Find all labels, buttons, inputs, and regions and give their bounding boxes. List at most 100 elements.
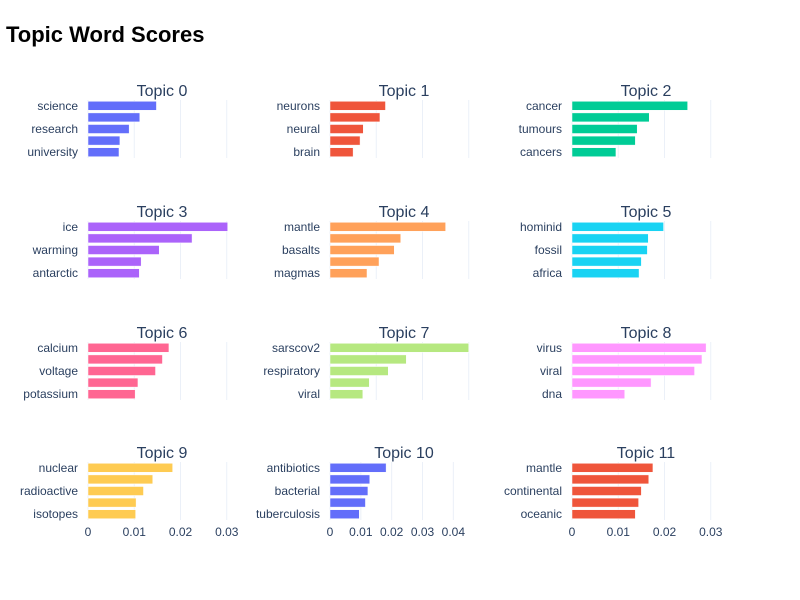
subplot-topic-7: Topic 7 sarscov2 respiratory viral [263, 325, 470, 401]
subplot-topic-2: Topic 2 cancer tumours cancers [519, 83, 712, 159]
bar [329, 124, 364, 134]
y-tick-label: fossil [535, 243, 562, 257]
y-tick-label: antibiotics [267, 461, 320, 475]
bar [571, 147, 617, 157]
y-tick-label: mantle [526, 461, 562, 475]
y-tick-label: voltage [39, 364, 78, 378]
bar [329, 509, 360, 519]
bar [87, 233, 193, 244]
bar [329, 245, 395, 255]
bar [571, 389, 625, 399]
bar [87, 497, 137, 508]
panel-title: Topic 6 [137, 325, 188, 342]
x-tick-label: 0.01 [123, 525, 147, 539]
panel-title: Topic 3 [137, 204, 188, 221]
bar [571, 245, 648, 255]
x-tick-label: 0 [85, 525, 92, 539]
subplot-topic-0: Topic 0 science research university [27, 83, 228, 159]
bar [87, 509, 136, 519]
bar [329, 486, 369, 496]
y-tick-label: neural [287, 122, 320, 136]
bar [87, 101, 157, 111]
y-tick-label: warming [32, 243, 78, 257]
panel-title: Topic 5 [621, 204, 672, 221]
bar [329, 112, 381, 123]
y-tick-label: magmas [274, 266, 320, 280]
subplot-topic-6: Topic 6 calcium voltage potassium [23, 325, 228, 401]
x-tick-label: 0.03 [699, 525, 723, 539]
panel-title: Topic 8 [621, 325, 672, 342]
y-tick-label: sarscov2 [272, 341, 320, 355]
bar [571, 366, 695, 376]
bar [329, 463, 387, 473]
x-tick-label: 0.03 [215, 525, 239, 539]
bar [87, 268, 140, 278]
y-tick-label: hominid [520, 220, 562, 234]
subplot-topic-4: Topic 4 mantle basalts magmas [274, 204, 470, 280]
bar [87, 112, 141, 123]
y-tick-label: cancer [526, 99, 562, 113]
y-tick-label: ice [63, 220, 79, 234]
bar [87, 222, 228, 232]
bar [329, 101, 386, 111]
bar [571, 354, 703, 365]
bar [571, 343, 707, 353]
y-tick-label: cancers [520, 145, 562, 159]
bar [329, 474, 371, 485]
subplot-topic-8: Topic 8 virus viral dna [537, 325, 712, 401]
y-tick-label: virus [537, 341, 562, 355]
x-tick-label: 0 [569, 525, 576, 539]
y-tick-label: bacterial [275, 484, 320, 498]
bar [329, 147, 354, 157]
bar [87, 245, 160, 255]
y-tick-label: tumours [519, 122, 562, 136]
bar [571, 509, 636, 519]
bar [571, 463, 654, 473]
subplot-topic-3: Topic 3 ice warming antarctic [32, 204, 228, 280]
y-tick-label: continental [504, 484, 562, 498]
x-tick-label: 0.01 [607, 525, 631, 539]
y-tick-label: nuclear [39, 461, 78, 475]
panel-title: Topic 10 [374, 445, 434, 462]
y-tick-label: antarctic [33, 266, 78, 280]
bar [87, 343, 170, 353]
bar [87, 389, 136, 399]
bar [87, 256, 142, 267]
y-tick-label: mantle [284, 220, 320, 234]
y-tick-label: dna [542, 387, 562, 401]
bar [571, 474, 650, 485]
y-tick-label: calcium [37, 341, 78, 355]
y-tick-label: potassium [23, 387, 78, 401]
bar [571, 486, 642, 496]
bar [571, 233, 649, 244]
bar [329, 497, 366, 508]
bar [329, 233, 402, 244]
bar [329, 366, 389, 376]
bar [571, 135, 636, 146]
y-tick-label: tuberculosis [256, 507, 320, 521]
x-tick-label: 0.02 [169, 525, 193, 539]
subplot-topic-5: Topic 5 hominid fossil africa [520, 204, 712, 280]
chart-title: Topic Word Scores [6, 22, 205, 47]
bar [329, 256, 380, 267]
x-tick-label: 0.01 [349, 525, 373, 539]
y-tick-label: viral [298, 387, 320, 401]
y-tick-label: isotopes [33, 507, 78, 521]
panel-title: Topic 4 [379, 204, 430, 221]
bar [571, 256, 642, 267]
bar [329, 222, 446, 232]
x-tick-label: 0.03 [411, 525, 435, 539]
y-tick-label: viral [540, 364, 562, 378]
panel-title: Topic 7 [379, 325, 430, 342]
y-tick-label: africa [533, 266, 563, 280]
y-tick-label: research [31, 122, 78, 136]
y-tick-label: oceanic [521, 507, 562, 521]
x-tick-label: 0.04 [442, 525, 466, 539]
bar [87, 135, 121, 146]
bar [87, 354, 163, 365]
bar [329, 354, 407, 365]
bar [329, 268, 368, 278]
bar [87, 486, 144, 496]
panel-title: Topic 11 [617, 445, 676, 462]
y-tick-label: science [37, 99, 78, 113]
